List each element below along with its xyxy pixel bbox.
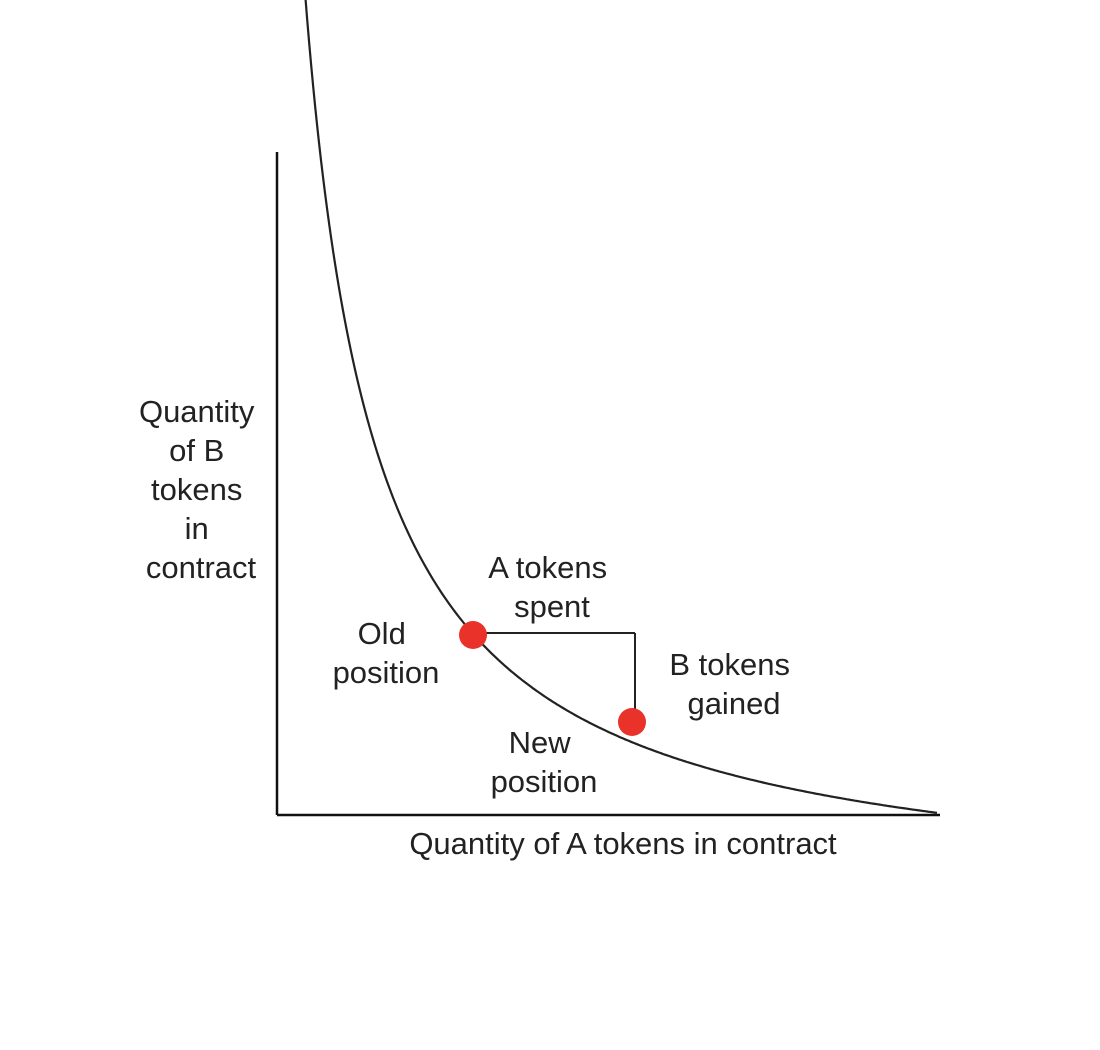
a-tokens-spent-label: A tokens spent: [488, 550, 616, 624]
x-axis-label: Quantity of A tokens in contract: [409, 826, 837, 861]
b-tokens-gained-label: B tokens gained: [669, 647, 798, 721]
y-axis-label: Quantity of B tokens in contract: [139, 394, 263, 585]
old-position-label: Old position: [333, 616, 440, 690]
new-position-label: New position: [491, 725, 598, 799]
new-position-point: [618, 708, 646, 736]
exchange-curve: [304, 0, 938, 814]
old-position-point: [459, 621, 487, 649]
